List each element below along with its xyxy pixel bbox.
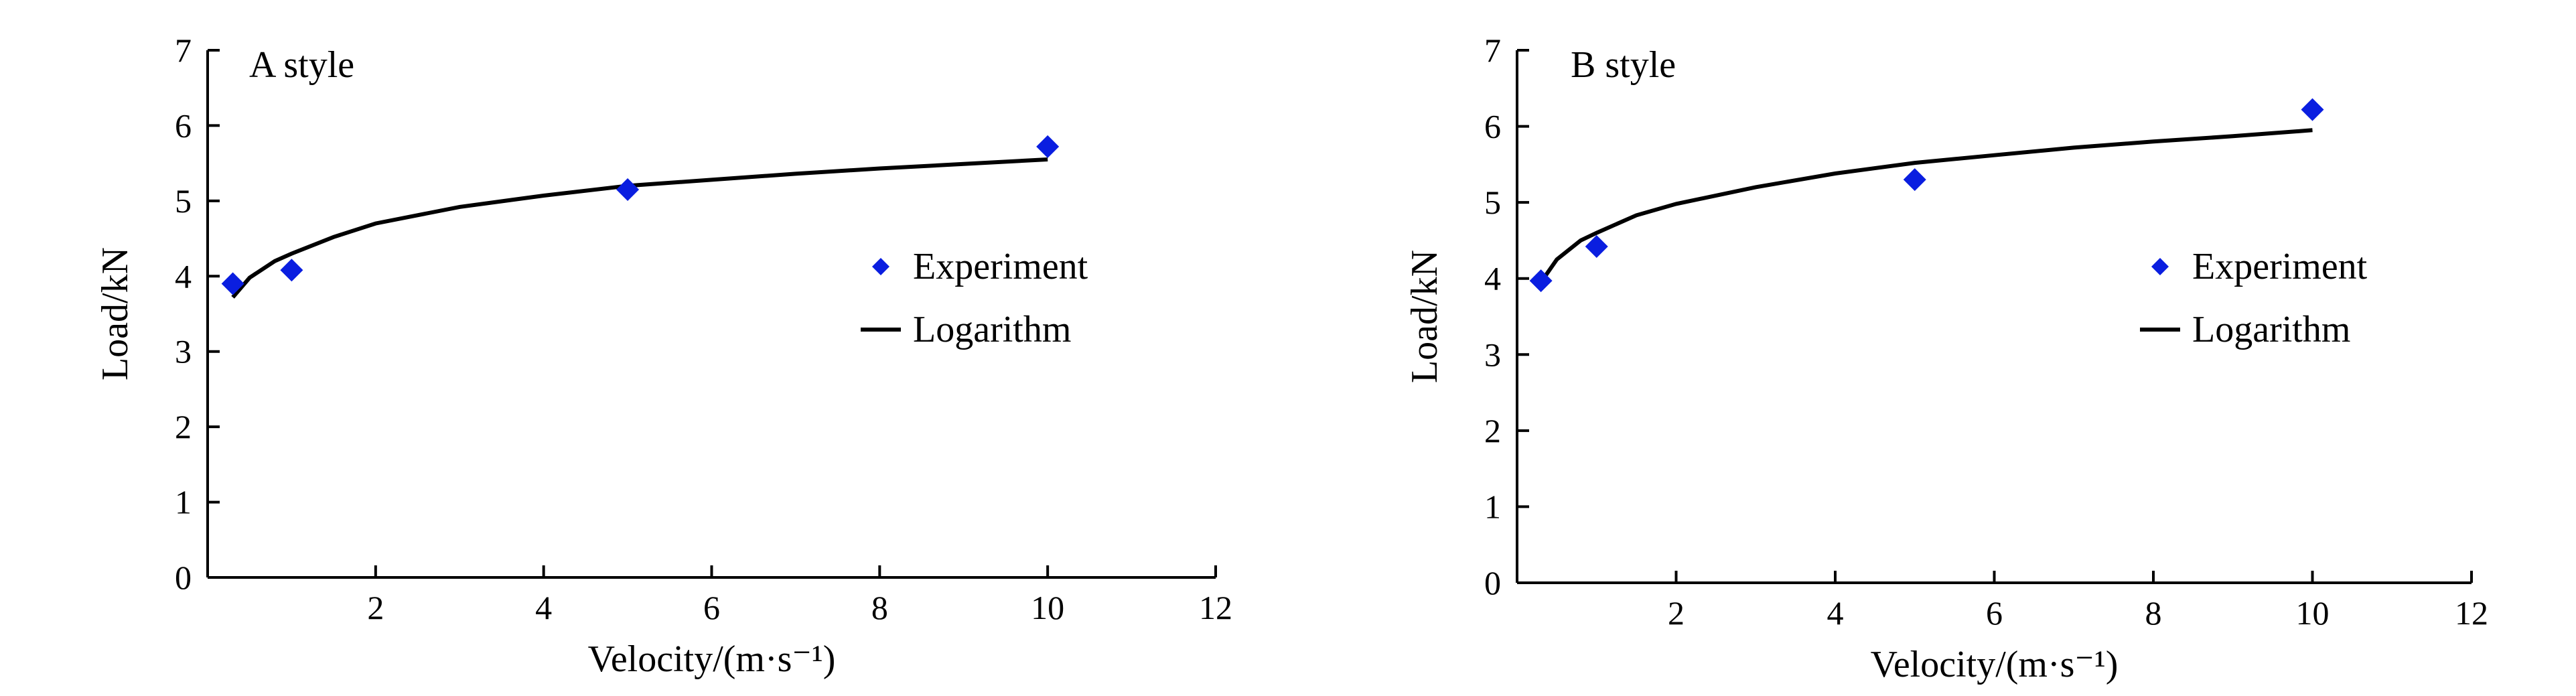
p1-legend-experiment-label: Experiment — [2192, 246, 2368, 287]
p0-y-tick-label: 1 — [175, 484, 192, 521]
p0-y-tick-label: 4 — [175, 257, 192, 295]
p0-y-tick-label: 0 — [175, 559, 192, 596]
p1-y-tick-label: 1 — [1484, 488, 1501, 525]
p1-y-axis-label: Load/kN — [1404, 250, 1445, 383]
p1-logarithm-line — [1539, 128, 2313, 284]
p0-x-tick-label: 12 — [1199, 589, 1232, 626]
p1-x-tick-label: 2 — [1668, 594, 1685, 632]
p0-experiment-point — [221, 272, 244, 295]
p0-y-tick-label: 7 — [175, 31, 192, 69]
p1-y-tick-label: 4 — [1484, 260, 1501, 297]
p0-x-tick-label: 2 — [367, 589, 384, 626]
p1-y-tick-label: 2 — [1484, 412, 1501, 449]
p1-experiment-point — [1529, 269, 1553, 293]
p0-y-tick-label: 3 — [175, 333, 192, 370]
p0-legend-experiment-marker — [872, 258, 889, 275]
p0-experiment-point — [1036, 135, 1060, 158]
p0-x-tick-label: 8 — [871, 589, 888, 626]
p1-x-tick-label: 6 — [1986, 594, 2003, 632]
p0-legend-experiment-label: Experiment — [913, 246, 1088, 287]
p1-x-tick-label: 8 — [2145, 594, 2162, 632]
p0-x-tick-label: 4 — [535, 589, 552, 626]
p1-panel-label: B style — [1571, 44, 1676, 86]
p1-y-tick-label: 6 — [1484, 108, 1501, 145]
p0-logarithm-line — [231, 157, 1048, 299]
p0-y-axis-label: Load/kN — [94, 247, 136, 380]
p0-experiment-point — [616, 178, 640, 201]
p1-y-tick-label: 0 — [1484, 564, 1501, 602]
p1-legend-experiment-marker — [2151, 258, 2169, 275]
p1-x-tick-label: 10 — [2296, 594, 2330, 632]
p1-y-tick-label: 5 — [1484, 184, 1501, 221]
p1-x-tick-label: 12 — [2455, 594, 2488, 632]
p1-y-tick-label: 3 — [1484, 336, 1501, 373]
p0-x-tick-label: 6 — [703, 589, 720, 626]
p0-x-axis-label: Velocity/(m·s⁻¹) — [588, 638, 836, 680]
p1-x-tick-label: 4 — [1827, 594, 1844, 632]
p0-y-tick-label: 2 — [175, 408, 192, 445]
p0-panel-label: A style — [249, 44, 354, 86]
p0-y-tick-label: 5 — [175, 182, 192, 220]
p1-y-tick-label: 7 — [1484, 31, 1501, 69]
p0-experiment-point — [280, 259, 303, 282]
p1-experiment-point — [1903, 168, 1926, 192]
p1-experiment-point — [2301, 98, 2324, 121]
p1-legend-logarithm-label: Logarithm — [2192, 309, 2350, 350]
p0-y-tick-label: 6 — [175, 107, 192, 144]
p1-x-axis-label: Velocity/(m·s⁻¹) — [1871, 644, 2119, 685]
p0-x-tick-label: 10 — [1031, 589, 1064, 626]
p0-legend-logarithm-label: Logarithm — [913, 309, 1071, 350]
p1-experiment-point — [1585, 235, 1608, 259]
